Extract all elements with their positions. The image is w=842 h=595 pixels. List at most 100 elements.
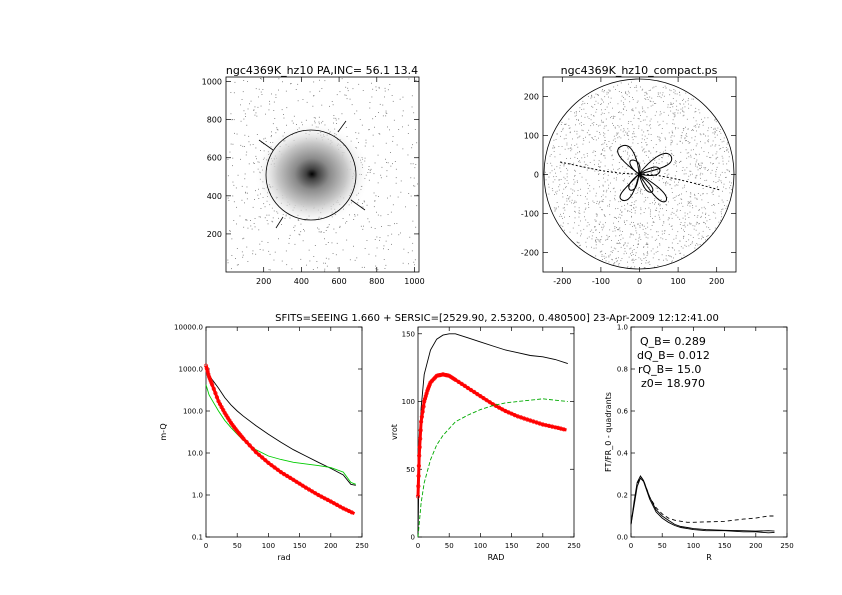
noise-dot	[698, 109, 700, 111]
fit-circle	[265, 129, 357, 221]
noise-dot	[569, 216, 570, 217]
noise-dot	[670, 150, 672, 151]
noise-dot	[632, 97, 633, 98]
noise-dot	[675, 195, 677, 197]
noise-dot	[655, 202, 656, 204]
noise-dot	[632, 262, 634, 264]
noise-dot	[255, 155, 257, 157]
noise-dot	[644, 232, 646, 234]
noise-dot	[626, 252, 627, 254]
noise-dot	[671, 225, 673, 227]
noise-dot	[619, 111, 620, 113]
noise-dot	[650, 89, 651, 91]
noise-dot	[370, 226, 372, 228]
noise-dot	[658, 202, 660, 204]
noise-dot	[686, 157, 688, 159]
ft-annotation: dQ_B= 0.012	[637, 349, 710, 362]
noise-dot	[597, 170, 599, 172]
noise-dot	[638, 118, 640, 120]
noise-dot	[698, 232, 700, 234]
noise-dot	[703, 133, 705, 135]
noise-dot	[399, 98, 401, 100]
noise-dot	[380, 215, 382, 217]
noise-dot	[555, 176, 557, 177]
noise-dot	[612, 259, 613, 261]
noise-dot	[646, 244, 648, 245]
noise-dot	[550, 154, 552, 155]
noise-dot	[642, 119, 644, 121]
noise-dot	[570, 150, 572, 152]
noise-dot	[671, 256, 672, 258]
noise-dot	[640, 258, 642, 260]
noise-dot	[372, 145, 374, 147]
noise-dot	[667, 106, 669, 108]
noise-dot	[627, 182, 628, 184]
noise-dot	[607, 129, 609, 131]
series-marker	[310, 489, 315, 494]
series-marker	[420, 409, 425, 414]
noise-dot	[369, 107, 371, 109]
noise-dot	[617, 208, 619, 209]
noise-dot	[384, 87, 386, 89]
noise-dot	[603, 147, 605, 149]
noise-dot	[394, 161, 396, 162]
noise-dot	[564, 178, 566, 180]
noise-dot	[413, 185, 414, 187]
noise-dot	[588, 224, 590, 226]
noise-dot	[619, 227, 621, 229]
noise-dot	[591, 229, 593, 231]
noise-dot	[700, 177, 701, 179]
noise-dot	[719, 129, 721, 130]
contour-inner	[638, 172, 654, 193]
noise-dot	[605, 196, 607, 198]
y-tick-label: 600	[207, 154, 222, 163]
noise-dot	[596, 109, 598, 110]
noise-dot	[622, 150, 624, 152]
noise-dot	[653, 168, 654, 170]
noise-dot	[599, 239, 601, 241]
noise-dot	[413, 112, 415, 114]
noise-dot	[604, 140, 606, 141]
noise-dot	[584, 216, 585, 218]
noise-dot	[684, 169, 686, 171]
noise-dot	[364, 145, 366, 147]
noise-dot	[639, 222, 641, 224]
noise-dot	[601, 250, 603, 252]
noise-dot	[657, 251, 659, 252]
noise-dot	[695, 184, 697, 185]
noise-dot	[635, 230, 637, 232]
noise-dot	[412, 144, 413, 146]
noise-dot	[688, 234, 690, 235]
noise-dot	[558, 146, 560, 147]
noise-dot	[273, 101, 275, 103]
noise-dot	[246, 151, 248, 153]
noise-dot	[243, 80, 245, 81]
noise-dot	[635, 200, 637, 202]
noise-dot	[294, 225, 296, 227]
noise-dot	[281, 260, 283, 262]
noise-dot	[647, 246, 649, 248]
noise-dot	[657, 246, 658, 248]
noise-dot	[602, 150, 604, 151]
noise-dot	[632, 133, 634, 135]
noise-dot	[264, 206, 266, 208]
noise-dot	[290, 83, 292, 84]
noise-dot	[247, 81, 248, 82]
noise-dot	[708, 227, 710, 229]
noise-dot	[631, 216, 632, 218]
noise-dot	[576, 130, 578, 132]
noise-dot	[696, 159, 698, 161]
noise-dot	[568, 198, 570, 200]
noise-dot	[572, 189, 574, 191]
noise-dot	[627, 90, 629, 92]
noise-dot	[561, 215, 563, 217]
noise-dot	[684, 106, 686, 108]
noise-dot	[640, 188, 642, 190]
noise-dot	[266, 214, 268, 216]
noise-dot	[646, 222, 648, 224]
noise-dot	[611, 240, 612, 241]
noise-dot	[389, 225, 391, 227]
noise-dot	[603, 132, 604, 134]
noise-dot	[405, 206, 406, 208]
noise-dot	[591, 235, 593, 237]
